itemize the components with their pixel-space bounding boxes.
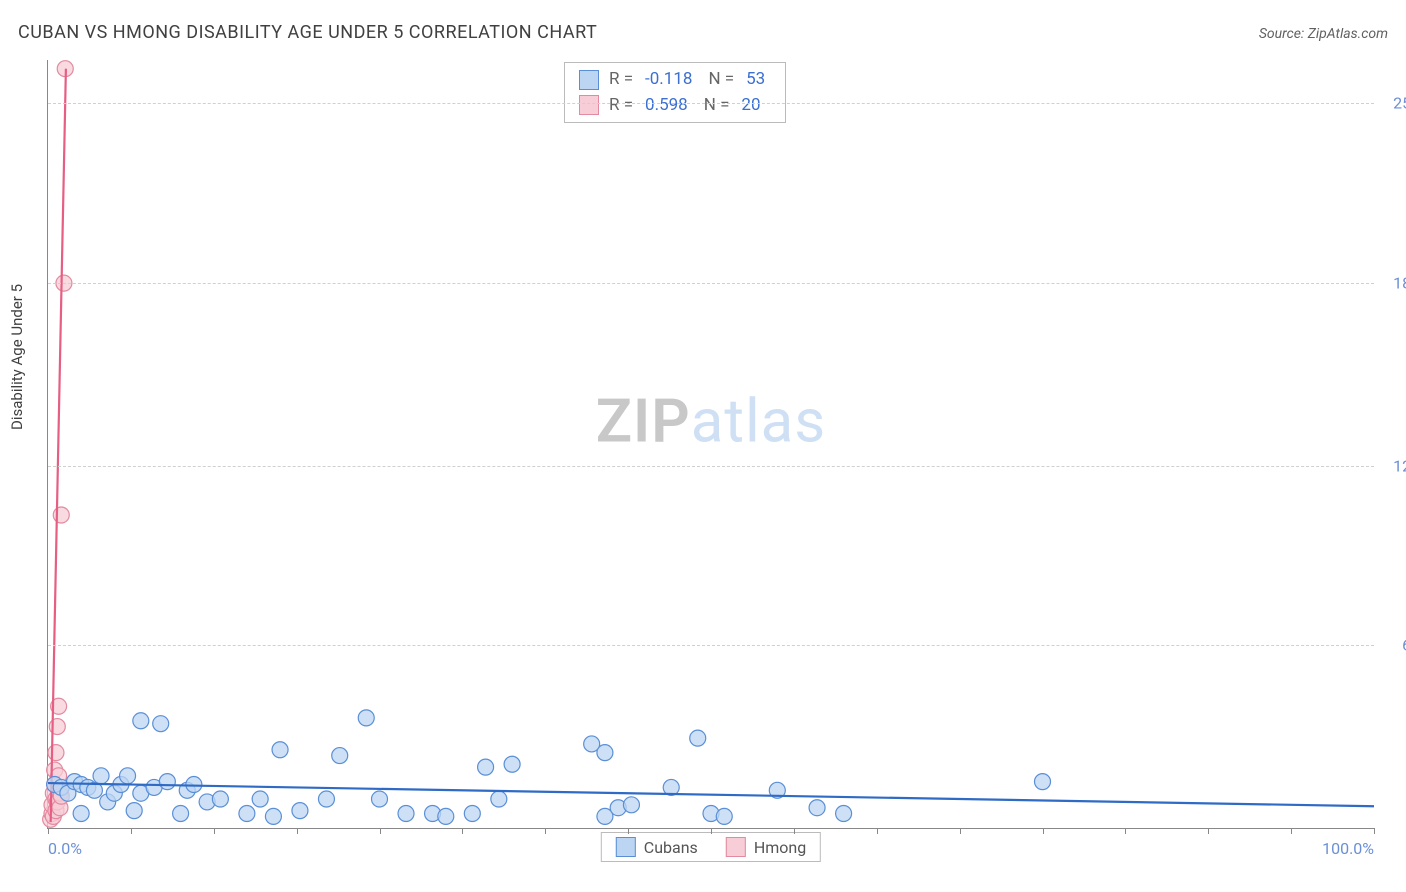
x-tick	[628, 828, 629, 834]
gridline	[48, 103, 1374, 104]
stats-N-value: 53	[744, 67, 771, 93]
stats-row-cubans: R = -0.118 N = 53	[579, 67, 771, 93]
stats-R-label: R =	[609, 67, 633, 93]
y-tick-label: 12.5%	[1378, 456, 1406, 475]
x-tick	[1043, 828, 1044, 834]
scatter-svg	[48, 60, 1374, 828]
x-tick	[1125, 828, 1126, 834]
x-tick	[794, 828, 795, 834]
stats-R-value: 0.598	[643, 93, 694, 119]
swatch-hmong	[726, 837, 746, 857]
stats-R-label: R =	[609, 93, 633, 119]
legend-item-hmong: Hmong	[726, 837, 806, 857]
stats-N-label: N =	[704, 93, 730, 119]
plot-area: ZIPatlas R = -0.118 N = 53 R = 0.598 N =…	[47, 60, 1374, 829]
x-tick	[462, 828, 463, 834]
x-tick	[545, 828, 546, 834]
x-tick	[297, 828, 298, 834]
gridline	[48, 283, 1374, 284]
legend-label: Hmong	[754, 838, 806, 857]
stats-N-label: N =	[708, 67, 734, 93]
y-axis-label: Disability Age Under 5	[8, 284, 26, 430]
x-tick	[1208, 828, 1209, 834]
stats-box: R = -0.118 N = 53 R = 0.598 N = 20	[564, 62, 786, 123]
stats-R-value: -0.118	[643, 67, 698, 93]
legend-item-cubans: Cubans	[616, 837, 698, 857]
stats-N-value: 20	[739, 93, 766, 119]
x-tick	[131, 828, 132, 834]
legend: Cubans Hmong	[601, 832, 821, 862]
gridline	[48, 466, 1374, 467]
x-tick	[877, 828, 878, 834]
y-tick-label: 6.3%	[1378, 636, 1406, 655]
stats-row-hmong: R = 0.598 N = 20	[579, 93, 771, 119]
x-tick	[214, 828, 215, 834]
x-tick-label-start: 0.0%	[48, 839, 82, 858]
swatch-hmong	[579, 95, 599, 115]
y-tick-label: 18.8%	[1378, 274, 1406, 293]
x-tick	[1291, 828, 1292, 834]
x-tick-label-end: 100.0%	[1322, 839, 1374, 858]
source-text: Source: ZipAtlas.com	[1259, 26, 1388, 42]
x-tick	[960, 828, 961, 834]
chart-title: CUBAN VS HMONG DISABILITY AGE UNDER 5 CO…	[18, 22, 597, 43]
swatch-cubans	[616, 837, 636, 857]
x-tick	[48, 828, 49, 834]
x-tick	[711, 828, 712, 834]
x-tick	[380, 828, 381, 834]
x-tick	[1374, 828, 1375, 834]
y-tick-label: 25.0%	[1378, 94, 1406, 113]
legend-label: Cubans	[644, 838, 698, 857]
swatch-cubans	[579, 70, 599, 90]
gridline	[48, 645, 1374, 646]
